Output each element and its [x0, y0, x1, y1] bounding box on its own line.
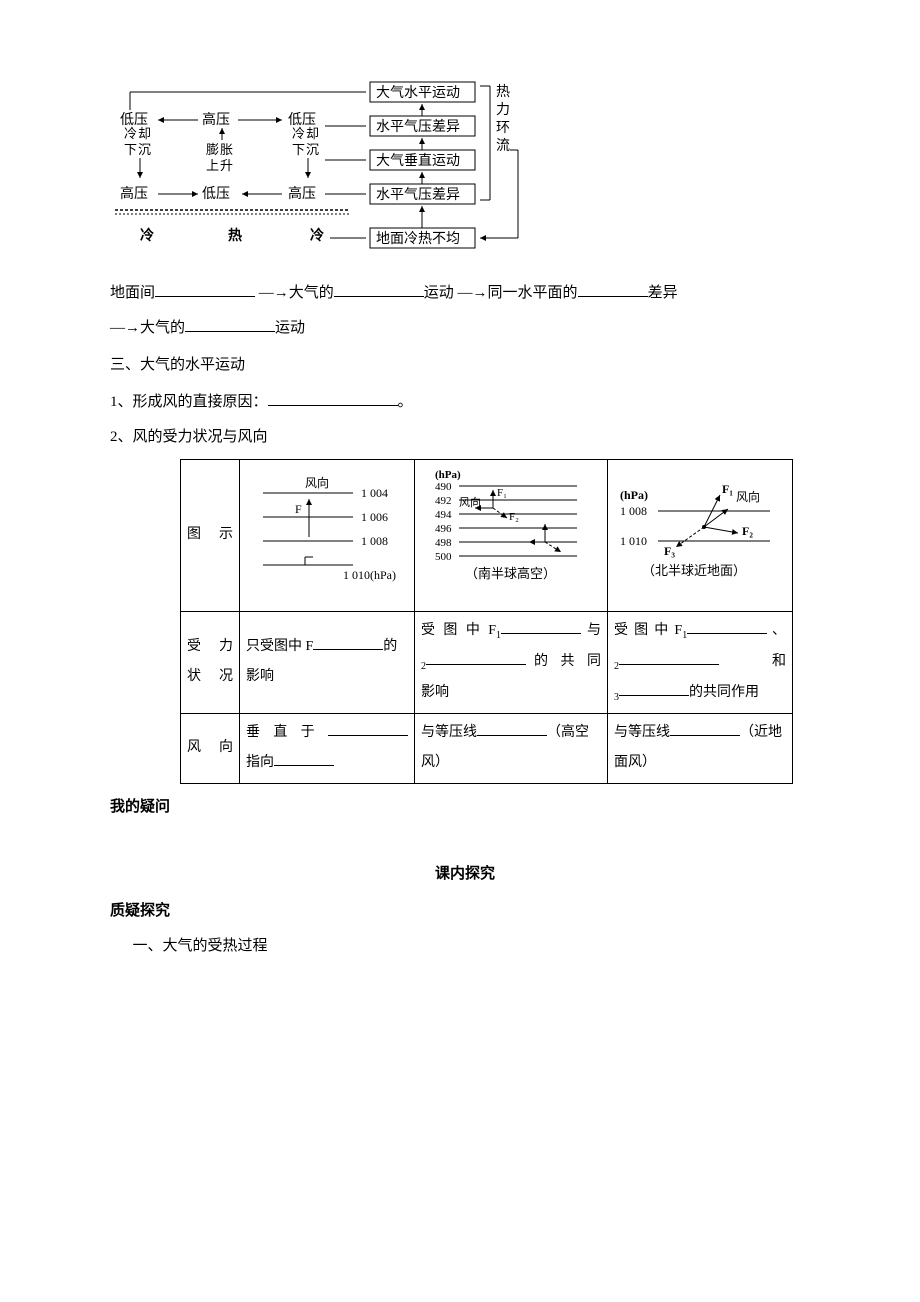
cell-dir-2: 与等压线（高空风）	[415, 713, 608, 784]
wind-diagram-1: 风向 1 004 F 1 006 1 008 1 010(hPa)	[243, 471, 411, 591]
svg-text:F₁: F₁	[722, 482, 733, 496]
svg-text:498: 498	[435, 537, 452, 549]
svg-text:1 006: 1 006	[361, 510, 388, 524]
top-mid-high: 高压	[202, 111, 230, 128]
blank	[155, 283, 255, 298]
svg-text:492: 492	[435, 495, 452, 507]
box-horiz-motion: 大气水平运动	[376, 85, 460, 101]
svg-text:力: 力	[496, 102, 510, 118]
row-direction-label: 风向	[181, 713, 240, 784]
blank	[185, 318, 275, 333]
wind-diagram-3: (hPa) 1 008 1 010 F₁ 风向 F₂ F₃ （北半球近地面）	[610, 471, 790, 591]
fill2-a: 大气的	[140, 320, 185, 336]
svg-text:流: 流	[496, 138, 510, 154]
arrow-icon: ―→	[259, 280, 289, 307]
svg-text:风向: 风向	[736, 489, 760, 504]
cell-diagram-2: (hPa) 490 492 494 496 498 500 F₁ 风向	[415, 460, 608, 612]
svg-text:F₂: F₂	[742, 524, 753, 538]
svg-text:风向: 风向	[459, 495, 481, 509]
svg-text:风向: 风向	[305, 475, 329, 490]
svg-text:494: 494	[435, 509, 452, 521]
fill1-d: 同一水平面的	[488, 285, 578, 301]
fill1-c: 运动	[424, 285, 454, 301]
fill1-b: 大气的	[289, 285, 334, 301]
blank	[578, 283, 648, 298]
row-force-label: 受力状况	[181, 612, 240, 713]
svg-text:(hPa): (hPa)	[620, 488, 648, 502]
svg-text:1 004: 1 004	[361, 486, 388, 500]
box-horiz-pressure: 水平气压差异	[376, 119, 460, 135]
svg-text:（南半球高空）: （南半球高空）	[465, 566, 556, 581]
svg-text:1 010: 1 010	[620, 534, 647, 548]
row-diagram-label: 图示	[181, 460, 240, 612]
thermal-circulation-diagram: 大气水平运动 水平气压差异 大气垂直运动 水平气压差异 地面冷热不均 热 力 环…	[110, 80, 610, 260]
inquiry-item-1: 一、大气的受热过程	[110, 933, 820, 960]
svg-text:496: 496	[435, 523, 452, 535]
inquiry-heading: 质疑探究	[110, 898, 820, 925]
svg-text:1 008: 1 008	[620, 504, 647, 518]
svg-text:（北半球近地面）: （北半球近地面）	[642, 563, 746, 578]
arrow-icon: ―→	[458, 280, 488, 307]
svg-text:下: 下	[124, 142, 137, 157]
svg-text:环: 环	[496, 121, 510, 136]
svg-text:F₂: F₂	[509, 511, 519, 523]
box-vert-motion: 大气垂直运动	[376, 152, 460, 169]
svg-text:膨: 膨	[206, 142, 219, 157]
svg-text:1 008: 1 008	[361, 534, 388, 548]
q1: 1、形成风的直接原因： 。	[110, 389, 820, 416]
my-doubts-heading: 我的疑问	[110, 794, 820, 821]
svg-text:沉: 沉	[138, 142, 151, 157]
svg-text:F₃: F₃	[664, 544, 675, 558]
wind-table: 图示 风向 1 004 F 1 006 1 008 1 010(hPa)	[180, 459, 793, 784]
page: 大气水平运动 水平气压差异 大气垂直运动 水平气压差异 地面冷热不均 热 力 环…	[0, 0, 920, 1302]
side-label-thermal: 热	[496, 84, 510, 100]
svg-text:却: 却	[138, 126, 151, 141]
svg-text:1 010(hPa): 1 010(hPa)	[343, 568, 396, 582]
q2: 2、风的受力状况与风向	[110, 424, 820, 451]
svg-text:胀: 胀	[220, 142, 233, 157]
cell-diagram-1: 风向 1 004 F 1 006 1 008 1 010(hPa)	[240, 460, 415, 612]
fill1-e: 差异	[648, 285, 678, 301]
inclass-title: 课内探究	[110, 861, 820, 888]
arrow-icon: ―→	[110, 315, 140, 342]
ground-cold-left: 冷	[140, 227, 154, 244]
svg-text:490: 490	[435, 481, 452, 493]
svg-text:F₁: F₁	[497, 487, 507, 499]
svg-text:却: 却	[306, 126, 319, 141]
svg-text:冷: 冷	[292, 126, 305, 141]
svg-text:F: F	[295, 502, 302, 516]
q1-end: 。	[398, 394, 413, 410]
section-3-title: 三、大气的水平运动	[110, 352, 820, 379]
box-horiz-pressure2: 水平气压差异	[376, 187, 460, 203]
cell-dir-1: 垂 直 于 指向	[240, 713, 415, 784]
ground-cold-right: 冷	[310, 227, 324, 244]
cell-diagram-3: (hPa) 1 008 1 010 F₁ 风向 F₂ F₃ （北半球近地面）	[608, 460, 793, 612]
cell-force-2: 受 图 中 F1 与2 的 共 同影响	[415, 612, 608, 713]
box-ground-heat: 地面冷热不均	[376, 231, 460, 247]
svg-text:下: 下	[292, 142, 305, 157]
bot-mid-low: 低压	[202, 186, 230, 202]
bot-right-high: 高压	[288, 185, 316, 202]
blank	[334, 283, 424, 298]
svg-text:冷: 冷	[124, 126, 137, 141]
cell-dir-3: 与等压线（近地面风）	[608, 713, 793, 784]
fill-line-1: 地面间 ―→大气的运动 ―→同一水平面的差异	[110, 280, 820, 307]
svg-text:上: 上	[206, 158, 219, 173]
fill2-b: 运动	[275, 320, 305, 336]
cell-force-1: 只受图中 F的影响	[240, 612, 415, 713]
fill-line-2: ―→大气的 运动	[110, 315, 820, 342]
svg-text:升: 升	[220, 158, 233, 173]
cell-force-3: 受 图 中 F1 、2 和3的共同作用	[608, 612, 793, 713]
fill1-a: 地面间	[110, 285, 155, 301]
svg-text:沉: 沉	[306, 142, 319, 157]
bot-left-high: 高压	[120, 185, 148, 202]
ground-hot: 热	[228, 227, 242, 244]
svg-text:(hPa): (hPa)	[435, 469, 461, 481]
q1-text: 1、形成风的直接原因：	[110, 394, 268, 410]
svg-text:500: 500	[435, 551, 452, 563]
blank	[268, 392, 398, 407]
wind-diagram-2: (hPa) 490 492 494 496 498 500 F₁ 风向	[417, 466, 605, 596]
